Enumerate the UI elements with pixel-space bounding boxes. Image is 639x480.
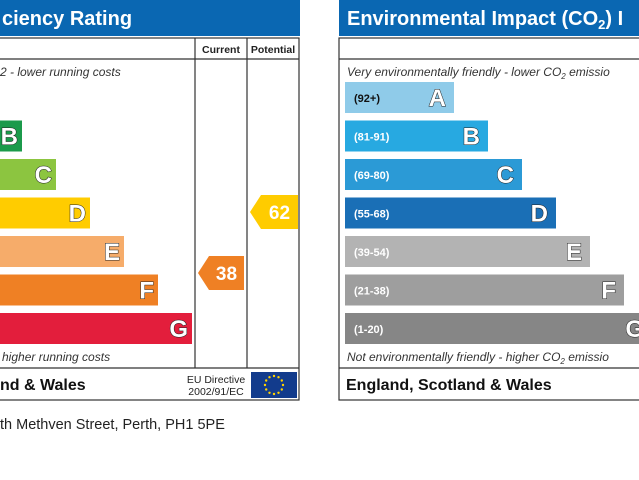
environment-bands: (92+) A (81-91) B (69-80) C (55-68) D (39-54) E (2…: [345, 82, 639, 344]
environment-band-range: (92+): [354, 93, 380, 105]
energy-band-bar: [0, 120, 22, 152]
environment-band-bar: [345, 120, 488, 152]
environment-band-bar: [345, 197, 556, 229]
potential-rating-arrow-shape: [250, 195, 298, 229]
current-rating-arrow: 38: [198, 256, 244, 290]
current-rating-arrow-shape: [198, 256, 244, 290]
energy-band-c: C: [0, 159, 56, 190]
environment-band-range: (69-80): [354, 170, 390, 182]
environment-band-f: (21-38) F: [345, 274, 624, 306]
environment-band-g: (1-20) G: [345, 313, 639, 344]
energy-frame: [0, 37, 300, 401]
environment-band-range: (21-38): [354, 286, 390, 298]
environment-top-note: Very environmentally friendly - lower CO…: [347, 65, 610, 81]
col-current-label: Current: [202, 44, 240, 56]
environment-band-range: (55-68): [354, 209, 390, 221]
environment-band-bar: [345, 82, 454, 113]
col-potential-label: Potential: [251, 44, 295, 56]
environment-band-range: (39-54): [354, 247, 390, 259]
environment-band-bar: [345, 236, 590, 267]
energy-band-bar: [0, 274, 158, 306]
energy-band-letter: E: [104, 239, 120, 266]
energy-band-b: B: [0, 120, 22, 152]
environment-band-letter: E: [566, 239, 582, 266]
energy-band-e: E: [0, 236, 124, 267]
environment-title: Environmental Impact (CO2) I: [347, 8, 623, 32]
potential-rating-arrow-value: 62: [269, 203, 290, 224]
energy-footer-country: nd & Wales: [0, 377, 86, 394]
environment-band-range: (1-20): [354, 324, 384, 336]
energy-band-g: G: [0, 313, 192, 344]
environment-band-bar: [345, 159, 522, 190]
environment-band-d: (55-68) D: [345, 197, 556, 229]
environment-band-letter: D: [531, 201, 548, 228]
energy-band-bar: [0, 159, 56, 190]
energy-band-d: D: [0, 197, 90, 229]
energy-rating-arrows: 62 38: [198, 195, 298, 290]
eu-directive-line1: EU Directive: [187, 374, 246, 386]
environment-band-range: (81-91): [354, 132, 390, 144]
environment-frame: [338, 37, 639, 401]
current-rating-arrow-value: 38: [216, 264, 237, 285]
environment-band-e: (39-54) E: [345, 236, 590, 267]
energy-title-bar: [0, 0, 300, 36]
environment-band-b: (81-91) B: [345, 120, 488, 152]
environment-band-letter: G: [625, 316, 639, 343]
environment-band-letter: C: [497, 162, 514, 189]
energy-title: ciency Rating: [2, 8, 132, 30]
energy-bottom-note: higher running costs: [2, 350, 110, 364]
potential-rating-arrow: 62: [250, 195, 298, 229]
energy-band-letter: F: [139, 278, 154, 305]
environment-band-c: (69-80) C: [345, 159, 522, 190]
energy-band-bar: [0, 197, 90, 229]
environment-panel: Environmental Impact (CO2) I Very enviro…: [338, 0, 639, 401]
environment-band-a: (92+) A: [345, 82, 454, 113]
energy-band-f: F: [0, 274, 158, 306]
environment-band-bar: [345, 274, 624, 306]
energy-top-note: 2 - lower running costs: [0, 65, 121, 79]
eu-directive-line2: 2002/91/EC: [188, 386, 244, 398]
environment-title-bar: [339, 0, 639, 36]
energy-band-bar: [0, 313, 192, 344]
energy-band-letter: B: [1, 124, 18, 151]
environment-band-letter: A: [429, 85, 446, 112]
property-address: th Methven Street, Perth, PH1 5PE: [0, 417, 225, 433]
energy-band-letter: C: [35, 162, 52, 189]
eu-flag-icon: [251, 372, 297, 398]
environment-band-bar: [345, 313, 639, 344]
energy-band-bar: [0, 236, 124, 267]
environment-bottom-note: Not environmentally friendly - higher CO…: [347, 350, 609, 366]
environment-band-letter: B: [463, 124, 480, 151]
environment-band-letter: F: [601, 278, 616, 305]
environment-footer-country: England, Scotland & Wales: [346, 377, 552, 394]
energy-band-letter: G: [169, 316, 188, 343]
energy-band-letter: D: [69, 201, 86, 228]
energy-panel: ciency Rating Current Potential 2 - lowe…: [0, 0, 300, 401]
